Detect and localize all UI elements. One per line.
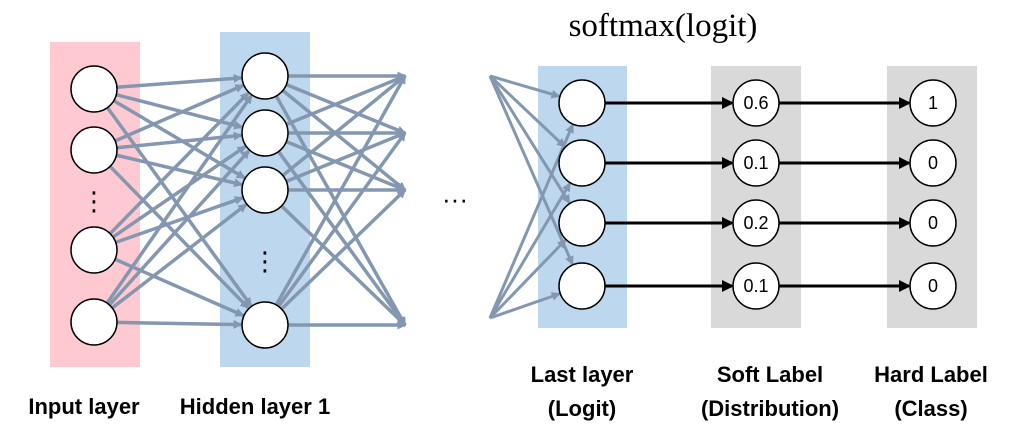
input-node xyxy=(70,298,118,346)
connection-arrow xyxy=(280,204,407,327)
connection-arrow xyxy=(489,292,561,320)
hard-label-value: 1 xyxy=(928,93,938,113)
hard-label-node xyxy=(909,262,957,310)
connection-arrow xyxy=(106,106,253,307)
previous-to-logit-connections xyxy=(488,74,574,320)
soft-label-node xyxy=(732,79,780,127)
hidden-node xyxy=(241,301,289,349)
connection-arrow xyxy=(488,75,574,266)
logit-node xyxy=(558,79,606,127)
hard-label-node xyxy=(909,79,957,127)
logit-node xyxy=(558,199,606,247)
soft-label-value: 0.1 xyxy=(743,276,768,296)
connection-arrow xyxy=(281,89,407,192)
connection-arrow xyxy=(108,91,250,235)
connection-arrow xyxy=(280,188,407,311)
soft-label-value: 0.2 xyxy=(743,213,768,233)
connection-arrow xyxy=(111,145,247,239)
last-layer-caption: Last layer xyxy=(531,362,634,387)
soft-label-subcaption: (Distribution) xyxy=(701,396,839,421)
layers-ellipsis: ··· xyxy=(442,184,468,214)
connection-arrow xyxy=(115,196,244,245)
hard-label-node xyxy=(909,199,957,247)
diagram-title: softmax(logit) xyxy=(569,8,758,44)
hidden-to-next-connections xyxy=(274,71,407,330)
connection-arrow xyxy=(285,140,407,192)
input-node xyxy=(70,226,118,274)
connection-arrow xyxy=(112,99,246,180)
connection-arrow xyxy=(274,74,407,306)
connection-arrow xyxy=(111,203,248,310)
connection-arrow xyxy=(281,74,407,177)
connection-arrow xyxy=(285,74,407,126)
hard-label-nodes: 1 0 0 0 xyxy=(909,79,957,310)
connection-arrow xyxy=(285,131,407,183)
input-node xyxy=(70,65,118,113)
last-layer-subcaption: (Logit) xyxy=(548,396,616,421)
connection-arrow xyxy=(277,150,407,327)
soft-label-nodes: 0.6 0.1 0.2 0.1 xyxy=(732,79,780,310)
input-layer-nodes xyxy=(70,65,118,346)
connection-arrow xyxy=(108,149,251,307)
connection-arrow xyxy=(114,83,245,143)
input-to-hidden-connections xyxy=(105,73,253,329)
hidden-vertical-ellipsis: ⋮ xyxy=(252,246,278,276)
connection-arrow xyxy=(108,165,250,310)
output-arrows xyxy=(605,97,911,292)
logit-layer-nodes xyxy=(558,79,606,310)
connection-arrow xyxy=(114,257,245,317)
hidden-layer-nodes xyxy=(241,52,289,349)
soft-label-value: 0.6 xyxy=(743,93,768,113)
soft-label-caption: Soft Label xyxy=(717,362,823,387)
connection-arrow xyxy=(116,73,243,90)
hidden-node xyxy=(241,52,289,100)
connection-arrow xyxy=(488,75,571,204)
connection-arrow xyxy=(488,182,572,319)
hidden-layer-caption: Hidden layer 1 xyxy=(180,394,330,419)
connection-arrow xyxy=(116,319,243,329)
connection-arrow xyxy=(277,131,407,308)
hard-label-value: 0 xyxy=(928,213,938,233)
hard-label-value: 0 xyxy=(928,153,938,173)
connection-arrow xyxy=(488,239,567,320)
hidden-node xyxy=(241,166,289,214)
hard-label-caption: Hard Label xyxy=(874,362,988,387)
soft-label-value: 0.1 xyxy=(743,153,768,173)
hard-label-value: 0 xyxy=(928,276,938,296)
connection-arrow xyxy=(488,74,566,148)
hidden-node xyxy=(241,109,289,157)
connection-arrow xyxy=(285,83,407,135)
connection-arrow xyxy=(489,74,561,99)
input-layer-caption: Input layer xyxy=(28,394,140,419)
input-node xyxy=(70,126,118,174)
hard-label-node xyxy=(909,139,957,187)
soft-label-node xyxy=(732,139,780,187)
soft-label-node xyxy=(732,199,780,247)
soft-label-node xyxy=(732,262,780,310)
logit-node xyxy=(558,139,606,187)
logit-node xyxy=(558,262,606,310)
input-vertical-ellipsis: ⋮ xyxy=(81,186,107,216)
connection-arrow xyxy=(105,94,253,305)
connection-arrow xyxy=(488,123,574,319)
hard-label-subcaption: (Class) xyxy=(894,396,967,421)
